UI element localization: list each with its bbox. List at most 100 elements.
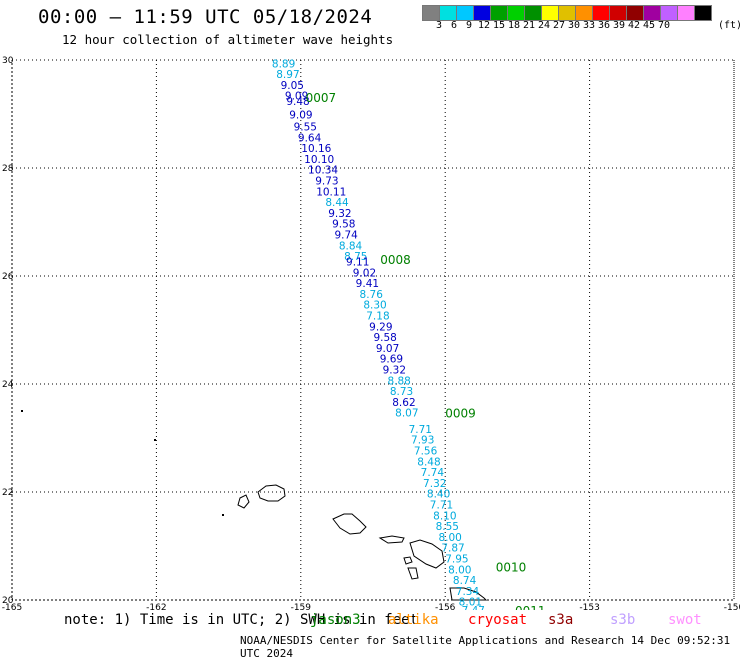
wave-height-reading: 9.55 [294, 122, 317, 134]
color-scale-label: 36 [597, 20, 611, 31]
color-scale-label: 24 [537, 20, 551, 31]
satellite-legend-item: altika [388, 612, 439, 628]
color-scale-label: 15 [492, 20, 506, 31]
wave-height-reading: 8.48 [417, 456, 440, 468]
color-scale-label: 30 [567, 20, 581, 31]
wave-height-reading: 9.11 [346, 257, 369, 269]
island-outline [378, 535, 405, 544]
wave-height-reading: 10.11 [316, 186, 346, 198]
wave-height-reading: 8.30 [363, 300, 386, 312]
wave-height-reading: 8.73 [390, 386, 413, 398]
x-tick-label: -165 [2, 603, 22, 610]
wave-height-reading: 9.02 [353, 267, 376, 279]
island-outline [449, 587, 488, 601]
color-scale-label: 18 [507, 20, 521, 31]
wave-height-reading: 8.62 [392, 397, 415, 409]
color-scale-label: 6 [450, 20, 458, 31]
wave-height-reading: 8.74 [453, 575, 477, 587]
x-tick-label: -150 [724, 603, 740, 610]
wave-height-reading: 7.56 [414, 446, 438, 458]
satellite-legend-item: swot [668, 612, 702, 628]
satellite-legend-item: s3b [610, 612, 636, 628]
x-tick-label: -156 [435, 603, 456, 610]
wave-height-reading: 9.41 [356, 278, 379, 290]
wave-height-reading: 8.40 [427, 489, 450, 501]
island-outline [409, 539, 445, 569]
y-tick-label: 24 [2, 380, 14, 390]
page-title: 00:00 – 11:59 UTC 05/18/2024 [38, 6, 373, 28]
wave-height-reading: 8.75 [344, 251, 367, 263]
color-scale-label: 27 [552, 20, 566, 31]
island-outline [332, 513, 367, 535]
wave-height-reading: 9.48 [286, 96, 309, 108]
x-tick-label: -162 [146, 603, 166, 610]
color-swatch [694, 5, 712, 21]
color-scale-label: 12 [477, 20, 491, 31]
wave-height-reading: 9.69 [380, 354, 403, 366]
wave-height-reading: 8.97 [276, 69, 299, 81]
color-scale-labels: (ft) 3 6 9 12 15 18 21 24 27 30 33 36 39 42 45 70 [422, 20, 740, 34]
color-scale-label: 42 [627, 20, 641, 31]
y-tick-label: 20 [2, 596, 14, 606]
island-outline [407, 567, 419, 580]
satellite-legend-item: cryosat [468, 612, 528, 628]
wave-height-reading: 10.16 [301, 143, 331, 155]
wave-height-reading: 7.34 [456, 586, 480, 598]
wave-height-reading: 8.84 [339, 240, 363, 252]
wave-height-reading: 8.44 [325, 197, 349, 209]
wave-height-reading: 9.09 [289, 110, 312, 122]
color-scale-bar [422, 5, 712, 21]
wave-height-reading: 9.29 [369, 321, 392, 333]
wave-height-reading: 9.05 [281, 80, 304, 92]
pass-label: 0009 [445, 407, 476, 421]
wave-height-reading: 9.58 [332, 219, 355, 231]
wave-height-reading: 7.95 [445, 554, 468, 566]
island-outline [237, 494, 250, 509]
color-scale-label: 33 [582, 20, 596, 31]
wave-height-reading: 7.18 [366, 311, 389, 323]
wave-height-reading: 7.71 [430, 500, 453, 512]
color-scale-label: 3 [435, 20, 443, 31]
wave-height-reading: 7.87 [441, 543, 464, 555]
wave-height-reading: 7.71 [409, 424, 432, 436]
wave-height-reading: 8.00 [448, 564, 471, 576]
satellite-legend-item: s3a [548, 612, 574, 628]
x-tick-label: -159 [291, 603, 312, 610]
footer-credit: NOAA/NESDIS Center for Satellite Applica… [240, 634, 731, 660]
island-outline [403, 556, 413, 565]
wave-height-reading: 7.32 [423, 478, 446, 490]
wave-height-reading: 8.55 [436, 521, 459, 533]
wave-height-map: -165 -162 -159 -156 -153 -150 30 28 26 24 22 20 8.89… [2, 56, 740, 610]
islet-dot [222, 514, 224, 516]
satellite-legend-item: jason3 [310, 612, 361, 628]
color-scale-label: 9 [465, 20, 473, 31]
wave-height-reading: 10.10 [304, 154, 334, 166]
wave-height-reading: 9.74 [334, 230, 358, 242]
wave-height-reading: 8.89 [272, 58, 295, 70]
page-subtitle: 12 hour collection of altimeter wave hei… [62, 32, 394, 47]
wave-height-reading: 10.34 [308, 165, 338, 177]
pass-label: 0011 [515, 604, 546, 610]
color-scale-label: 39 [612, 20, 626, 31]
x-tick-label: -153 [579, 603, 599, 610]
footer-note: note: 1) Time is in UTC; 2) SWH is in fe… [64, 612, 419, 628]
island-outline [257, 484, 286, 502]
wave-height-reading: 9.58 [373, 332, 396, 344]
wave-height-reading: 8.88 [387, 375, 410, 387]
wave-height-reading: 7.74 [421, 467, 445, 479]
wave-height-reading: 9.32 [383, 365, 406, 377]
islet-dot [154, 439, 156, 441]
y-tick-label: 30 [2, 56, 14, 66]
y-tick-label: 22 [2, 488, 13, 498]
pass-label: 0008 [380, 253, 411, 267]
wave-height-reading: 9.09 [285, 91, 308, 103]
wave-height-reading: 8.01 [459, 597, 482, 609]
color-scale-label: 70 [657, 20, 671, 31]
wave-height-reading: 9.32 [328, 208, 351, 220]
wave-height-reading: 8.00 [438, 532, 461, 544]
pass-label: 0010 [496, 561, 527, 575]
color-scale-label: 21 [522, 20, 536, 31]
wave-height-reading: 8.76 [360, 289, 384, 301]
pass-label: 0007 [306, 91, 337, 105]
color-scale-unit: (ft) [718, 20, 740, 31]
